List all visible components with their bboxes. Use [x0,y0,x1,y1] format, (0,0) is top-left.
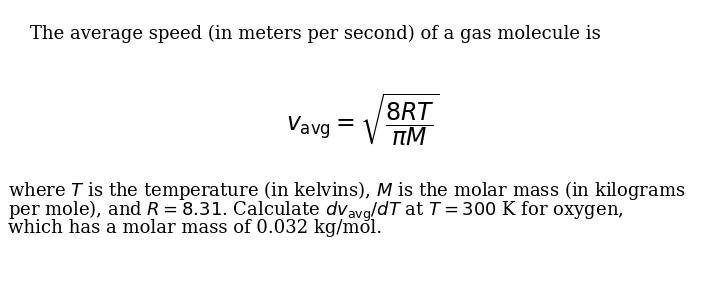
Text: $v_{\mathrm{avg}} = \sqrt{\dfrac{8RT}{\pi M}}$: $v_{\mathrm{avg}} = \sqrt{\dfrac{8RT}{\p… [286,92,440,149]
Text: The average speed (in meters per second) of a gas molecule is: The average speed (in meters per second)… [30,25,600,43]
Text: where $T$ is the temperature (in kelvins), $M$ is the molar mass (in kilograms: where $T$ is the temperature (in kelvins… [8,179,685,202]
Text: per mole), and $R = 8.31$. Calculate $dv_{\mathrm{avg}}/dT$ at $T = 300$ K for o: per mole), and $R = 8.31$. Calculate $dv… [8,199,624,224]
Text: which has a molar mass of 0.032 kg/mol.: which has a molar mass of 0.032 kg/mol. [8,219,382,237]
